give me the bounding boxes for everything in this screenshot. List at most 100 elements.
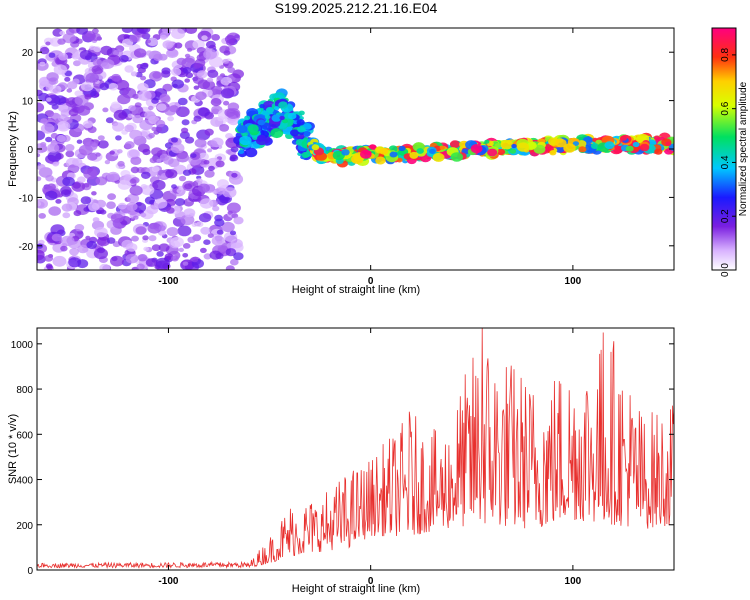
- heatmap-cell: [117, 160, 125, 167]
- colorbar-gradient: [711, 27, 737, 271]
- heatmap-cell: [191, 222, 198, 227]
- heatmap-cell: [203, 239, 211, 245]
- heatmap-cell: [44, 190, 58, 201]
- heatmap-cell: [124, 141, 135, 149]
- heatmap-cell: [62, 212, 71, 219]
- heatmap-cell: [46, 72, 59, 82]
- heatmap-cell: [110, 101, 121, 109]
- heatmap-cell: [83, 207, 90, 212]
- heatmap-cell: [137, 82, 149, 92]
- heatmap-cell: [219, 124, 230, 132]
- heatmap-cell: [225, 196, 231, 201]
- heatmap-cell: [57, 114, 68, 122]
- snr-plot-area: [37, 328, 674, 570]
- heatmap-cell: [177, 97, 188, 106]
- heatmap-cell: [166, 227, 179, 237]
- colorbar-tick-label: 0.4: [720, 155, 731, 169]
- heatmap-cell: [136, 28, 151, 34]
- heatmap-cell: [128, 105, 136, 112]
- heatmap-cell: [207, 69, 219, 79]
- heatmap-cell: [92, 28, 99, 34]
- heatmap-cell: [208, 140, 218, 148]
- heatmap-cell: [45, 263, 53, 269]
- y-tick-label: -10: [19, 193, 34, 204]
- heatmap-cell: [238, 149, 245, 154]
- heatmap-cell: [184, 183, 193, 190]
- heatmap-cell: [375, 156, 386, 165]
- y-tick-label: 0: [27, 145, 33, 156]
- heatmap-cell: [484, 139, 490, 144]
- heatmap-cell: [156, 103, 167, 111]
- heatmap-cell: [432, 152, 445, 162]
- heatmap-cell: [207, 233, 214, 239]
- heatmap-cell: [84, 141, 98, 151]
- heatmap-cell: [171, 28, 186, 40]
- heatmap-cell: [145, 258, 158, 267]
- x-tick-label: 100: [565, 276, 582, 287]
- heatmap-cell: [527, 141, 537, 150]
- heatmap-cell: [160, 70, 171, 78]
- heatmap-cell: [244, 115, 251, 121]
- heatmap-cell: [279, 115, 285, 121]
- heatmap-cell: [152, 179, 166, 191]
- heatmap-cell: [104, 160, 111, 165]
- heatmap-cell: [50, 224, 65, 236]
- heatmap-cell: [196, 221, 204, 227]
- heatmap-cell: [101, 59, 115, 69]
- heatmap-cell: [665, 141, 672, 147]
- heatmap-cell: [233, 216, 244, 225]
- heatmap-cell: [72, 158, 83, 167]
- heatmap-cell: [223, 100, 230, 106]
- heatmap-cell: [141, 171, 151, 179]
- heatmap-cell: [259, 104, 265, 109]
- heatmap-cell: [133, 215, 139, 220]
- colorbar-label: Normalized spectral amplitude: [738, 81, 749, 216]
- heatmap-cell: [511, 143, 517, 149]
- heatmap-cell: [271, 114, 282, 122]
- heatmap-cell: [142, 148, 151, 156]
- colorbar: 0.0 0.2 0.4 0.6 0.8 Normalized spectral ampl…: [711, 27, 749, 277]
- heatmap-cell: [71, 181, 86, 192]
- y-tick-label: 10: [22, 97, 34, 108]
- heatmap-cell: [107, 193, 116, 201]
- heatmap-cell: [209, 250, 222, 260]
- heatmap-cell: [183, 208, 196, 218]
- heatmap-cell: [620, 135, 628, 141]
- heatmap-cell: [166, 207, 175, 214]
- heatmap-cell: [37, 198, 48, 209]
- heatmap-cell: [40, 142, 47, 147]
- x-tick-label: -100: [158, 276, 178, 287]
- heatmap-cell: [185, 28, 198, 34]
- heatmap-cell: [229, 230, 237, 236]
- heatmap-cell: [57, 38, 66, 45]
- heatmap-cell: [46, 94, 61, 106]
- heatmap-cell: [156, 158, 162, 163]
- heatmap-cell: [93, 46, 102, 53]
- heatmap-cell: [187, 236, 196, 243]
- heatmap-cell: [145, 39, 151, 44]
- heatmap-cell: [98, 140, 109, 149]
- heatmap-cell: [563, 143, 576, 153]
- y-tick-label: 400: [16, 476, 33, 487]
- heatmap-cell: [151, 126, 157, 132]
- heatmap-cell: [39, 61, 46, 67]
- heatmap-cell: [47, 143, 60, 153]
- heatmap-cell: [214, 218, 225, 227]
- y-tick-label: 0: [27, 566, 33, 577]
- heatmap-cell: [73, 210, 82, 217]
- heatmap-cell: [625, 145, 634, 152]
- heatmap-cell: [140, 62, 149, 70]
- spectrogram-y-axis: -20 -10 0 10 20: [19, 48, 674, 253]
- heatmap-cell: [116, 149, 123, 154]
- heatmap-cell: [177, 225, 192, 237]
- spectrogram-heatmap: [37, 28, 674, 270]
- heatmap-cell: [155, 257, 170, 269]
- heatmap-cell: [439, 145, 445, 150]
- heatmap-cell: [194, 138, 207, 148]
- spectrogram-ylabel: Frequency (Hz): [7, 111, 19, 187]
- heatmap-cell: [149, 157, 158, 164]
- heatmap-cell: [124, 124, 134, 133]
- heatmap-cell: [298, 110, 305, 116]
- heatmap-cell: [123, 174, 132, 181]
- heatmap-cell: [108, 82, 119, 91]
